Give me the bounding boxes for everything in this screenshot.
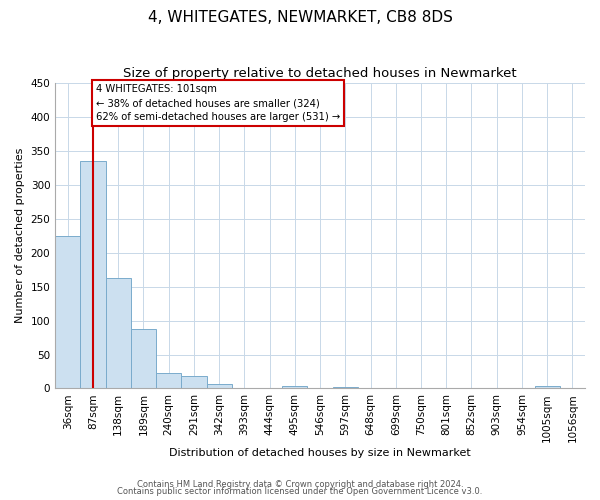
Bar (206, 384, 232, 388)
Bar (332, 387, 358, 388)
Bar (55, 236, 80, 388)
Title: Size of property relative to detached houses in Newmarket: Size of property relative to detached ho… (123, 68, 517, 80)
Bar (131, 328, 156, 388)
Bar (80, 161, 106, 388)
Bar (282, 386, 307, 388)
Text: 4 WHITEGATES: 101sqm
← 38% of detached houses are smaller (324)
62% of semi-deta: 4 WHITEGATES: 101sqm ← 38% of detached h… (95, 84, 340, 122)
Y-axis label: Number of detached properties: Number of detached properties (15, 148, 25, 324)
Bar (181, 376, 206, 388)
Text: 4, WHITEGATES, NEWMARKET, CB8 8DS: 4, WHITEGATES, NEWMARKET, CB8 8DS (148, 10, 452, 25)
Bar (106, 278, 131, 388)
Text: Contains public sector information licensed under the Open Government Licence v3: Contains public sector information licen… (118, 488, 482, 496)
Text: Contains HM Land Registry data © Crown copyright and database right 2024.: Contains HM Land Registry data © Crown c… (137, 480, 463, 489)
Bar (156, 373, 181, 388)
Bar (535, 386, 560, 388)
X-axis label: Distribution of detached houses by size in Newmarket: Distribution of detached houses by size … (169, 448, 471, 458)
